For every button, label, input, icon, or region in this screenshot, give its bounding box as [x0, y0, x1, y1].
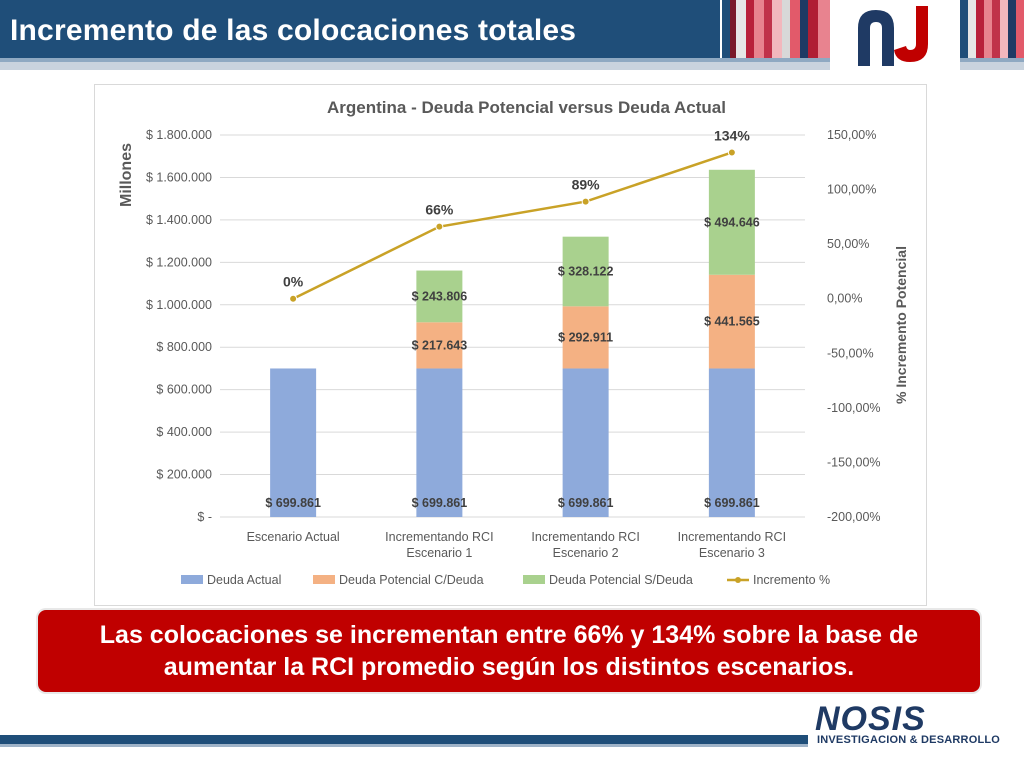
legend-marker — [735, 577, 741, 583]
legend-label: Deuda Actual — [207, 573, 281, 587]
legend-swatch — [523, 575, 545, 584]
data-label: $ 699.861 — [265, 496, 321, 510]
bar-0 — [708, 368, 755, 517]
bar-2 — [416, 270, 463, 323]
bar-1 — [416, 322, 463, 369]
chart: Argentina - Deuda Potencial versus Deuda… — [118, 98, 909, 587]
y2-tick-label: -100,00% — [827, 401, 881, 415]
bar-1 — [708, 274, 755, 369]
page-title: Incremento de las colocaciones totales — [10, 14, 577, 47]
header: Incremento de las colocaciones totales — [0, 0, 1024, 72]
y2-axis-title: % Incremento Potencial — [893, 246, 909, 404]
y-tick-label: $ 400.000 — [156, 425, 212, 439]
legend-swatch — [313, 575, 335, 584]
title-bar: Incremento de las colocaciones totales — [0, 0, 720, 58]
chart-frame: Argentina - Deuda Potencial versus Deuda… — [94, 84, 927, 606]
data-label: $ 441.565 — [704, 315, 760, 329]
y-tick-label: $ 200.000 — [156, 468, 212, 482]
footer-bar — [0, 735, 808, 744]
line-label: 66% — [425, 202, 454, 218]
legend-swatch — [181, 575, 203, 584]
header-underline — [0, 58, 1024, 70]
x-tick-label: Escenario 2 — [553, 546, 619, 560]
y-tick-label: $ 1.800.000 — [146, 128, 212, 142]
y2-tick-label: 150,00% — [827, 128, 876, 142]
nosis-logo: NOSIS — [815, 700, 926, 738]
bar-0 — [416, 368, 463, 517]
y-tick-label: $ 1.000.000 — [146, 298, 212, 312]
data-label: $ 699.861 — [704, 496, 760, 510]
x-tick-label: Incrementando RCI — [678, 530, 786, 544]
y2-tick-label: -50,00% — [827, 346, 874, 360]
line-point — [727, 148, 736, 157]
line-incremento — [292, 151, 733, 300]
y-axis-title: Millones — [118, 143, 135, 207]
footer-bar-accent — [0, 744, 808, 747]
line-label: 89% — [572, 177, 601, 193]
brand-logo-mark — [858, 6, 928, 66]
x-tick-label: Incrementando RCI — [531, 530, 639, 544]
data-label: $ 243.806 — [412, 289, 468, 303]
legend-label: Deuda Potencial S/Deuda — [549, 573, 693, 587]
line-point — [581, 197, 590, 206]
callout-text: Las colocaciones se incrementan entre 66… — [99, 621, 919, 681]
data-label: $ 217.643 — [412, 338, 468, 352]
callout-box: Las colocaciones se incrementan entre 66… — [36, 608, 982, 694]
bar-2 — [562, 236, 609, 307]
nosis-subtitle: INVESTIGACION & DESARROLLO — [817, 734, 1001, 746]
line-point — [289, 294, 298, 303]
y2-tick-label: -150,00% — [827, 455, 881, 469]
x-tick-label: Escenario 1 — [406, 546, 472, 560]
data-label: $ 699.861 — [558, 496, 614, 510]
bar-2 — [708, 169, 755, 275]
line-point — [435, 222, 444, 231]
data-label: $ 328.122 — [558, 264, 614, 278]
line-label: 0% — [283, 274, 304, 290]
y-tick-label: $ 800.000 — [156, 340, 212, 354]
y-tick-label: $ 600.000 — [156, 383, 212, 397]
legend-label: Incremento % — [753, 573, 830, 587]
x-tick-label: Incrementando RCI — [385, 530, 493, 544]
y2-tick-label: -200,00% — [827, 510, 881, 524]
y2-tick-label: 100,00% — [827, 183, 876, 197]
bar-0 — [562, 368, 609, 517]
y-tick-label: $ 1.400.000 — [146, 213, 212, 227]
bar-1 — [562, 306, 609, 369]
chart-title: Argentina - Deuda Potencial versus Deuda… — [327, 98, 726, 117]
data-label: $ 494.646 — [704, 215, 760, 229]
y-tick-label: $ - — [197, 510, 212, 524]
y2-tick-label: 0,00% — [827, 292, 862, 306]
decorative-stripes-right — [960, 0, 1024, 58]
line-label: 134% — [714, 127, 750, 143]
data-label: $ 699.861 — [412, 496, 468, 510]
bar-0 — [270, 368, 317, 517]
legend-label: Deuda Potencial C/Deuda — [339, 573, 484, 587]
x-tick-label: Escenario 3 — [699, 546, 765, 560]
x-tick-label: Escenario Actual — [247, 530, 340, 544]
data-label: $ 292.911 — [558, 330, 613, 344]
decorative-stripes-left — [722, 0, 830, 58]
y-tick-label: $ 1.200.000 — [146, 255, 212, 269]
y-tick-label: $ 1.600.000 — [146, 170, 212, 184]
y2-tick-label: 50,00% — [827, 237, 869, 251]
